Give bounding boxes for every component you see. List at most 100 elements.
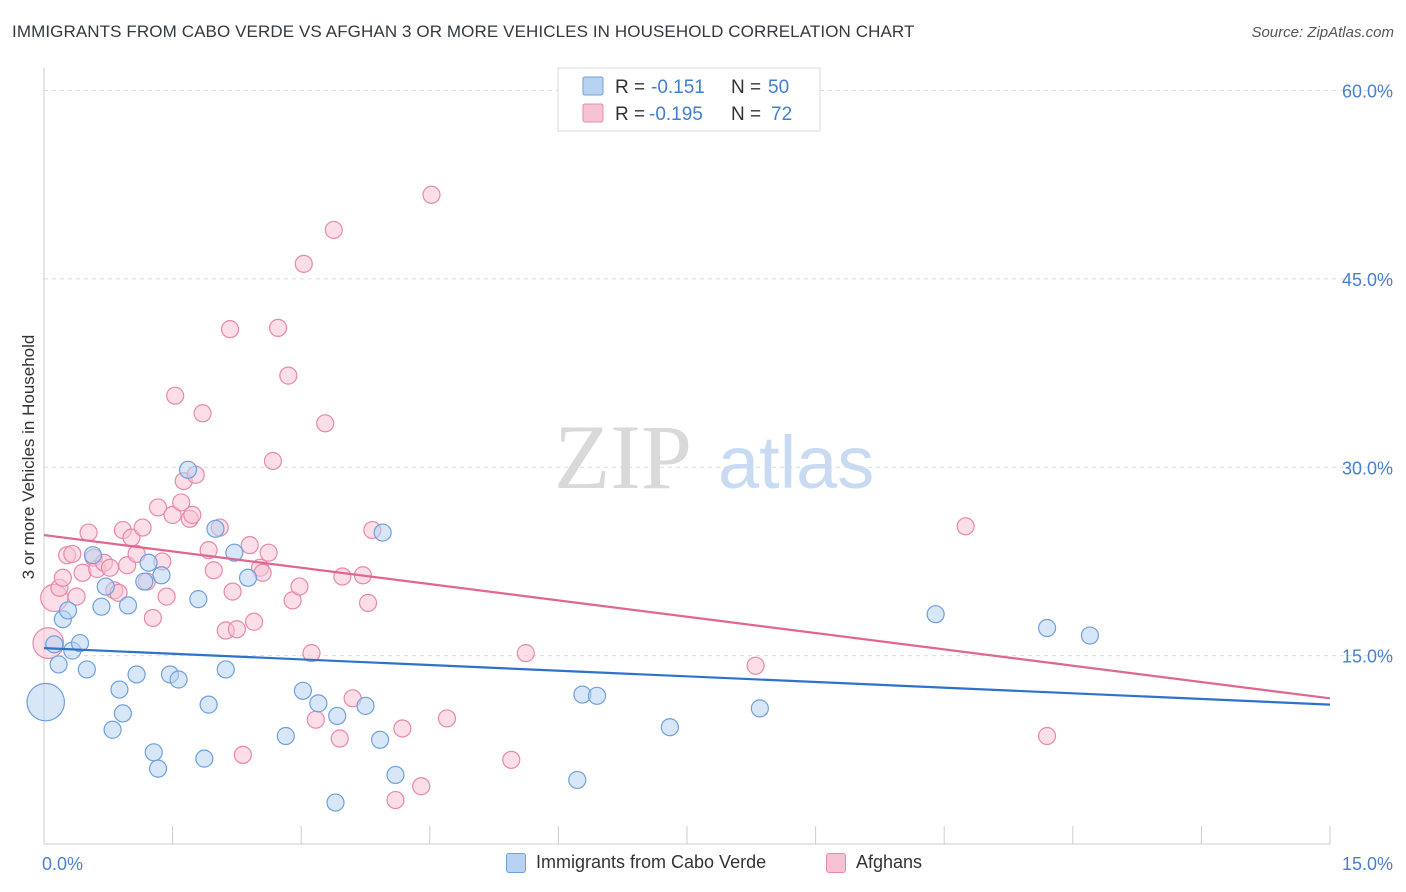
cabo-verde-point-38 <box>373 523 392 542</box>
source-label: Source: ZipAtlas.com <box>1251 24 1394 41</box>
cabo-verde-point-1 <box>45 635 64 654</box>
afghans-point-5 <box>63 544 82 564</box>
afghans-point-54 <box>316 414 335 433</box>
cabo-verde-point-6 <box>70 633 90 653</box>
legend-item-cabo-verde: Immigrants from Cabo Verde <box>506 852 766 873</box>
y-tick-label-1: 30.0% <box>1342 458 1393 478</box>
afghans-point-32 <box>193 404 212 423</box>
legend-n-label-2: N = <box>731 104 761 125</box>
cabo-verde-point-19 <box>148 759 168 778</box>
cabo-verde-point-0 <box>26 682 66 722</box>
cabo-verde-point-9 <box>92 597 111 616</box>
cabo-verde-point-44 <box>750 699 769 718</box>
afghans-point-57 <box>333 567 352 586</box>
cabo-verde-point-7 <box>77 660 96 679</box>
afghans-point-63 <box>393 719 412 738</box>
y-tick-labels: 15.0% 30.0% 45.0% 60.0% <box>1342 82 1393 667</box>
cabo-verde-point-25 <box>195 749 214 768</box>
afghans-point-24 <box>157 587 176 606</box>
afghans-point-8 <box>79 523 98 542</box>
trend-lines <box>43 533 1331 706</box>
afghans-point-46 <box>263 451 283 471</box>
legend-swatch-afghans <box>826 852 846 873</box>
cabo-verde-point-22 <box>169 670 188 689</box>
afghans-point-71 <box>1037 726 1057 746</box>
cabo-verde-point-40 <box>568 770 587 790</box>
legend-swatch-pink <box>582 103 604 123</box>
cabo-verde-point-18 <box>144 743 163 762</box>
cabo-verde-point-37 <box>370 730 390 749</box>
afghans-point-62 <box>386 790 405 810</box>
cabo-verde-point-33 <box>309 694 328 713</box>
afghans-point-51 <box>294 254 313 273</box>
cabo-verde-point-24 <box>189 590 208 609</box>
afghans-point-69 <box>746 656 765 675</box>
afghans-point-60 <box>358 593 378 612</box>
afghans-point-39 <box>227 620 246 639</box>
afghans-point-68 <box>516 644 535 663</box>
afghans-point-70 <box>956 517 975 536</box>
cabo-verde-point-34 <box>326 793 345 812</box>
cabo-verde-point-35 <box>328 706 347 726</box>
cabo-verde-point-43 <box>660 718 679 737</box>
afghans-point-67 <box>502 750 521 769</box>
afghans-point-52 <box>302 644 321 663</box>
cabo-verde-point-30 <box>238 568 258 587</box>
cabo-verde-point-28 <box>216 660 235 679</box>
chart-title: IMMIGRANTS FROM CABO VERDE VS AFGHAN 3 O… <box>12 22 915 41</box>
legend-swatch-cabo-verde <box>506 852 526 873</box>
afghans-point-47 <box>268 318 288 337</box>
cabo-verde-point-8 <box>83 546 102 565</box>
legend-r-value-1: -0.151 <box>651 77 705 98</box>
x-tick-label-1: 15.0% <box>1342 854 1393 874</box>
afghans-point-40 <box>233 745 253 764</box>
legend-n-label-1: N = <box>731 77 761 98</box>
watermark-atlas: atlas <box>718 421 874 504</box>
x-tick-labels: 0.0% 15.0% <box>42 854 1393 874</box>
afghans-point-37 <box>220 320 240 339</box>
afghans-point-6 <box>67 587 86 606</box>
afghans-point-34 <box>204 561 223 580</box>
afghans-point-48 <box>279 366 298 385</box>
cabo-verde-point-17 <box>139 553 158 572</box>
afghans-points <box>32 185 1057 810</box>
watermark: ZIP atlas <box>554 406 874 508</box>
series-legend: Immigrants from Cabo Verde Afghans <box>0 852 1406 878</box>
afghans-point-30 <box>183 505 202 525</box>
cabo-verde-point-46 <box>1037 618 1057 638</box>
afghans-point-12 <box>100 558 120 577</box>
afghans-point-56 <box>330 729 349 748</box>
legend-label-cabo-verde: Immigrants from Cabo Verde <box>536 852 767 872</box>
cabo-verde-point-42 <box>587 686 607 705</box>
y-tick-label-2: 45.0% <box>1342 270 1393 290</box>
afghans-point-65 <box>422 185 441 204</box>
afghans-point-26 <box>166 386 185 405</box>
afghans-point-3 <box>53 568 72 587</box>
afghans-point-22 <box>148 498 168 517</box>
cabo-verde-point-31 <box>276 726 295 746</box>
legend-n-value-2: 72 <box>771 104 792 125</box>
watermark-zip: ZIP <box>554 406 692 508</box>
stats-legend: R = -0.151 N = 50 R = -0.195 N = 72 <box>557 67 821 132</box>
cabo-verde-point-12 <box>110 680 129 699</box>
legend-r-label-1: R = <box>615 77 645 98</box>
afghans-point-25 <box>163 505 182 525</box>
afghans-point-38 <box>223 582 242 601</box>
cabo-verde-point-45 <box>926 605 945 624</box>
legend-label-afghans: Afghans <box>856 852 923 872</box>
cabo-verde-point-47 <box>1080 626 1100 645</box>
afghans-point-50 <box>290 577 309 596</box>
afghans-point-42 <box>244 612 264 631</box>
afghans-point-41 <box>240 536 259 555</box>
cabo-verde-point-16 <box>135 572 154 591</box>
x-tick-label-0: 0.0% <box>42 854 83 874</box>
afghans-trend-line <box>43 533 1331 700</box>
afghans-point-45 <box>259 543 278 562</box>
afghans-point-27 <box>172 493 191 512</box>
afghans-point-53 <box>306 710 325 729</box>
cabo-verde-point-14 <box>118 596 138 615</box>
legend-swatch-blue <box>582 76 604 96</box>
cabo-verde-trend-line <box>43 647 1331 706</box>
afghans-point-19 <box>133 518 152 537</box>
